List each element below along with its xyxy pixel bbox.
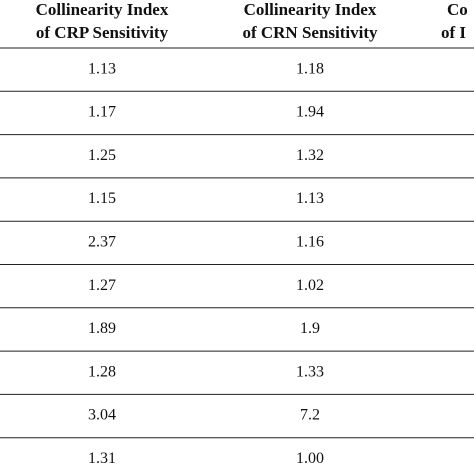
cell: 1.94 xyxy=(296,104,324,121)
header-cell: Co xyxy=(447,0,468,19)
cell: 1.18 xyxy=(296,60,324,77)
cell: 1.00 xyxy=(296,450,324,467)
cell: 1.33 xyxy=(296,363,324,380)
cell: 3.04 xyxy=(88,407,116,424)
cell: 1.16 xyxy=(296,234,324,251)
cell: 1.9 xyxy=(300,320,320,337)
cell: 1.13 xyxy=(296,190,324,207)
cell: 7.2 xyxy=(300,407,320,424)
cell: 1.32 xyxy=(296,147,324,164)
cell: 1.31 xyxy=(88,450,116,467)
header-cell: Collinearity Index xyxy=(36,0,169,19)
header-cell: of I xyxy=(441,23,466,42)
cell: 1.25 xyxy=(88,147,116,164)
cell: 1.15 xyxy=(88,190,116,207)
cell: 1.89 xyxy=(88,320,116,337)
cell: 1.13 xyxy=(88,60,116,77)
header-cell: of CRP Sensitivity xyxy=(36,23,169,42)
cell: 1.27 xyxy=(88,277,116,294)
header-cell: Collinearity Index xyxy=(244,0,377,19)
cell: 2.37 xyxy=(88,234,116,251)
header-cell: of CRN Sensitivity xyxy=(242,23,378,42)
cell: 1.28 xyxy=(88,363,116,380)
cell: 1.17 xyxy=(88,104,116,121)
cell: 1.02 xyxy=(296,277,324,294)
